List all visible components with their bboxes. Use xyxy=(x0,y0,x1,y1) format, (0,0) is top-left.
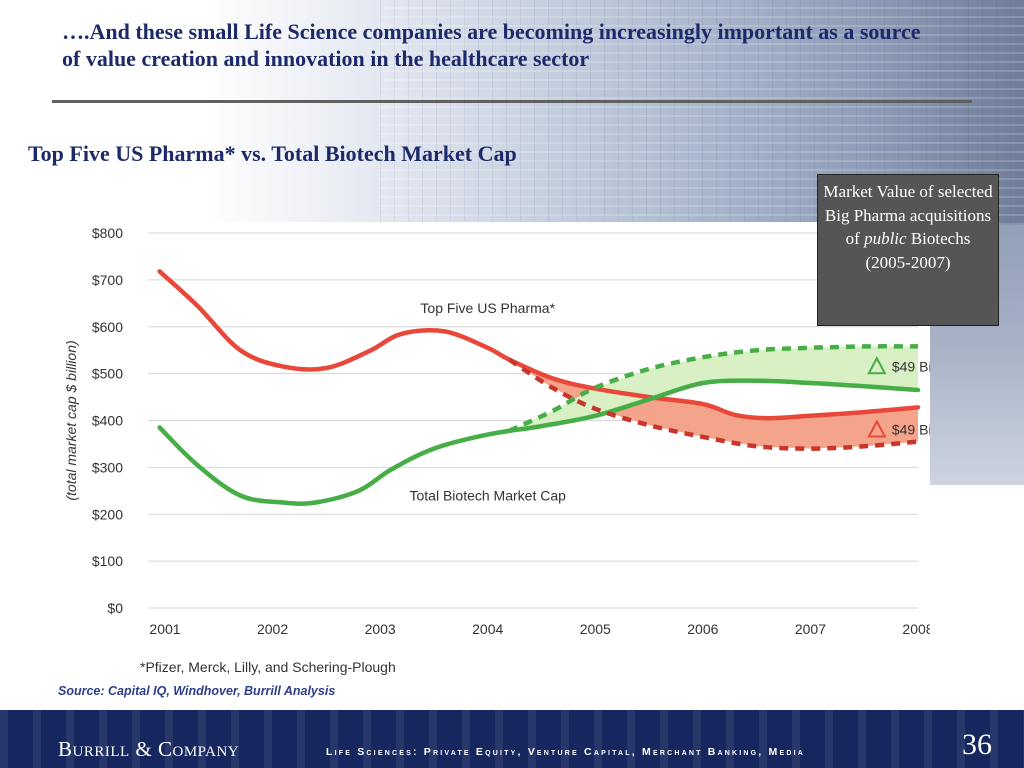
headline-divider xyxy=(52,100,972,103)
page-number: 36 xyxy=(962,728,992,761)
y-tick-label: $500 xyxy=(92,366,123,382)
annotation-marker-3 xyxy=(867,419,887,438)
market-cap-chart: $0 $100 $200 $300 $400 $500 $600 $700 $800 2001 20… xyxy=(0,222,930,682)
callout-italic-word: public xyxy=(864,229,907,248)
annotation-label-3: $49 Billion xyxy=(892,422,930,438)
chart-background xyxy=(0,222,930,682)
y-tick-label: $100 xyxy=(92,553,123,569)
y-tick-label: $200 xyxy=(92,506,123,522)
x-tick-label: 2001 xyxy=(149,621,180,637)
company-tagline: Life Sciences: Private Equity, Venture C… xyxy=(326,746,805,758)
annotation-label-1: Total Biotech Market Cap xyxy=(410,488,567,504)
y-tick-label: $600 xyxy=(92,319,123,335)
series-line-1 xyxy=(157,378,921,506)
y-tick-label: $0 xyxy=(107,600,123,616)
annotation-marker-2 xyxy=(867,356,887,375)
x-tick-label: 2006 xyxy=(687,621,718,637)
company-logo: Burrill & Company xyxy=(58,737,240,761)
band-fill-0 xyxy=(509,359,918,449)
annotation-label-0: Top Five US Pharma* xyxy=(420,300,555,316)
x-tick-label: 2007 xyxy=(795,621,826,637)
x-tick-label: 2004 xyxy=(472,621,503,637)
chart-subtitle: Top Five US Pharma* vs. Total Biotech Ma… xyxy=(28,141,517,166)
series-line-3 xyxy=(508,344,919,433)
x-tick-label: 2005 xyxy=(580,621,611,637)
series-line-2 xyxy=(507,357,919,451)
y-axis-label: (total market cap $ billion) xyxy=(63,340,79,500)
x-tick-label: 2003 xyxy=(365,621,396,637)
source-note: Source: Capital IQ, Windhover, Burrill A… xyxy=(58,684,336,698)
callout-text: Market Value of selected Big Pharma acqu… xyxy=(818,175,998,274)
y-tick-label: $300 xyxy=(92,459,123,475)
acquisitions-callout: Market Value of selected Big Pharma acqu… xyxy=(817,174,999,326)
y-tick-label: $400 xyxy=(92,413,123,429)
slide-headline: ….And these small Life Science companies… xyxy=(62,19,921,71)
callout-line2: Biotechs (2005-2007) xyxy=(865,229,971,272)
callout-line1: Market Value of selected Big Pharma acqu… xyxy=(823,182,993,248)
footer-texture xyxy=(0,710,1024,768)
x-tick-label: 2002 xyxy=(257,621,288,637)
y-tick-label: $700 xyxy=(92,272,123,288)
footer-bar: Burrill & Company Life Sciences: Private… xyxy=(0,710,1024,768)
x-tick-label: 2008 xyxy=(902,621,930,637)
chart-footnote: *Pfizer, Merck, Lilly, and Schering-Plou… xyxy=(140,659,396,675)
annotation-label-2: $49 Billion xyxy=(892,358,930,374)
y-tick-label: $800 xyxy=(92,225,123,241)
